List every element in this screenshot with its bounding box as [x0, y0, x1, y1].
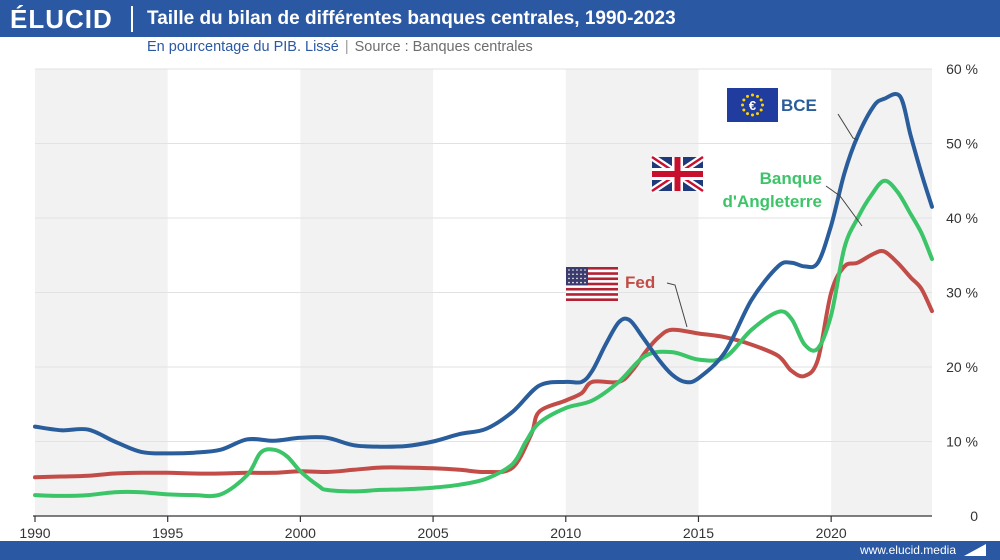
leader-line-banque-angleterre: [825, 185, 863, 227]
series-label-banque-angleterre-line: Banque: [760, 169, 822, 188]
y-tick-label: 50 %: [946, 136, 978, 152]
subtitle-separator: |: [344, 39, 349, 55]
header-divider: [131, 6, 133, 32]
header-bar: ÉLUCID Taille du bilan de différentes ba…: [0, 0, 1000, 37]
leader-line-bce: [837, 113, 859, 141]
chart-subtitle: En pourcentage du PIB. Lissé | Source : Ba…: [147, 39, 533, 55]
y-tick-label: 10 %: [946, 434, 978, 450]
x-tick-label: 2020: [816, 525, 847, 541]
series-line-banque-angleterre: [33, 178, 934, 499]
x-tick-label: 1990: [19, 525, 50, 541]
brand-logo: ÉLUCID: [10, 4, 113, 34]
y-tick-label: 20 %: [946, 359, 978, 375]
y-tick-label: 60 %: [946, 61, 978, 77]
y-tick-label: 40 %: [946, 210, 978, 226]
y-tick-label: 0: [970, 508, 978, 524]
series-line-bce: [33, 92, 934, 456]
subtitle-main: En pourcentage du PIB. Lissé: [147, 39, 339, 55]
y-axis: 0 10 % 20 % 30 % 40 % 50 % 60 %: [946, 61, 978, 524]
subtitle-source: Source : Banques centrales: [354, 39, 533, 55]
series-lines: [33, 92, 934, 499]
x-tick-label: 2015: [683, 525, 714, 541]
x-tick-label: 2010: [550, 525, 581, 541]
x-tick-label: 1995: [152, 525, 183, 541]
series-line-fed: [33, 248, 934, 480]
footer-bar: www.elucid.media: [0, 541, 1000, 560]
leader-line-fed: [666, 282, 688, 328]
x-tick-label: 2005: [417, 525, 448, 541]
y-tick-label: 30 %: [946, 285, 978, 301]
series-label-bce: BCE: [781, 96, 817, 115]
uk-flag-icon: [650, 154, 705, 194]
brand-mark-icon: [964, 544, 986, 556]
svg-text:€: €: [749, 98, 756, 113]
x-tick-label: 2000: [285, 525, 316, 541]
series-label-banque-angleterre-line: d'Angleterre: [723, 192, 822, 211]
eu-flag-icon: €: [727, 88, 778, 122]
chart-title: Taille du bilan de différentes banques c…: [147, 8, 676, 29]
series-labels: € BCE Banque d'Angleterre Fed: [566, 88, 863, 328]
footer-url[interactable]: www.elucid.media: [859, 543, 956, 557]
x-axis: 1990 1995 2000 2005 2010 2015 2020: [19, 515, 932, 541]
gridlines: [35, 68, 932, 442]
series-label-fed: Fed: [625, 273, 655, 292]
us-flag-icon: [566, 267, 618, 301]
